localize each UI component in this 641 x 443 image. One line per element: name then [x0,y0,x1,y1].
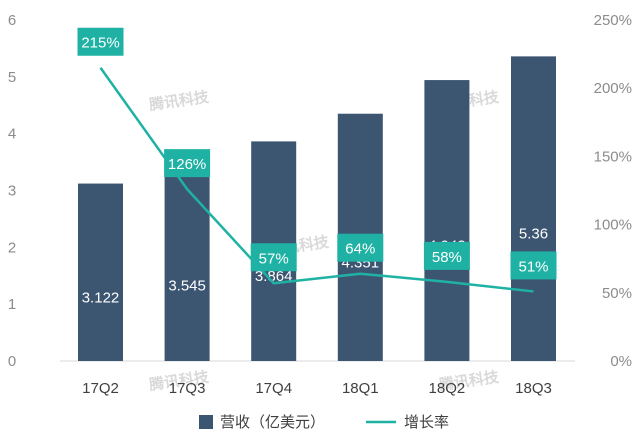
growth-rate-label-box [250,243,297,272]
revenue-bar [424,80,470,362]
growth-rate-label: 64% [345,241,375,258]
left-axis-tick-label: 3 [8,183,16,200]
growth-rate-label: 57% [259,250,289,267]
growth-rate-label-box [164,149,211,178]
legend-label-revenue: 营收（亿美元） [220,414,325,431]
left-axis-tick-label: 0 [8,353,16,370]
revenue-value-label: 3.122 [82,289,120,306]
watermark-text: 腾讯科技 [147,88,211,114]
growth-rate-label-box [337,233,384,262]
revenue-bar [511,56,556,362]
growth-rate-label: 215% [81,35,119,52]
revenue-value-label: 5.36 [519,226,548,243]
category-label: 17Q3 [169,380,206,397]
right-axis-tick-label: 50% [602,285,632,302]
left-axis-tick-label: 2 [8,239,16,256]
growth-rate-label-box [423,241,470,270]
category-label: 17Q4 [255,380,292,397]
category-label: 18Q3 [515,380,552,397]
right-axis-tick-label: 200% [594,80,632,97]
left-axis-tick-label: 6 [8,12,16,29]
revenue-bar [78,183,123,361]
growth-rate-label-box [510,251,557,280]
right-axis-tick-label: 0% [610,353,632,370]
category-label: 18Q1 [342,380,379,397]
growth-rate-label: 126% [168,156,206,173]
left-axis-tick-label: 4 [8,126,16,143]
revenue-bar [164,159,210,361]
growth-rate-label: 51% [518,258,548,275]
growth-rate-label: 58% [432,249,462,266]
right-axis-tick-label: 100% [594,217,632,234]
legend-label-growth: 增长率 [404,414,449,431]
right-axis-tick-label: 250% [594,12,632,29]
legend-swatch-revenue [199,415,213,429]
left-axis-tick-label: 1 [8,296,16,313]
growth-rate-label-box [77,27,124,56]
left-axis-tick-label: 5 [8,69,16,86]
right-axis-tick-label: 150% [594,148,632,165]
category-label: 17Q2 [82,380,119,397]
revenue-value-label: 3.545 [168,277,206,294]
category-label: 18Q2 [429,380,466,397]
